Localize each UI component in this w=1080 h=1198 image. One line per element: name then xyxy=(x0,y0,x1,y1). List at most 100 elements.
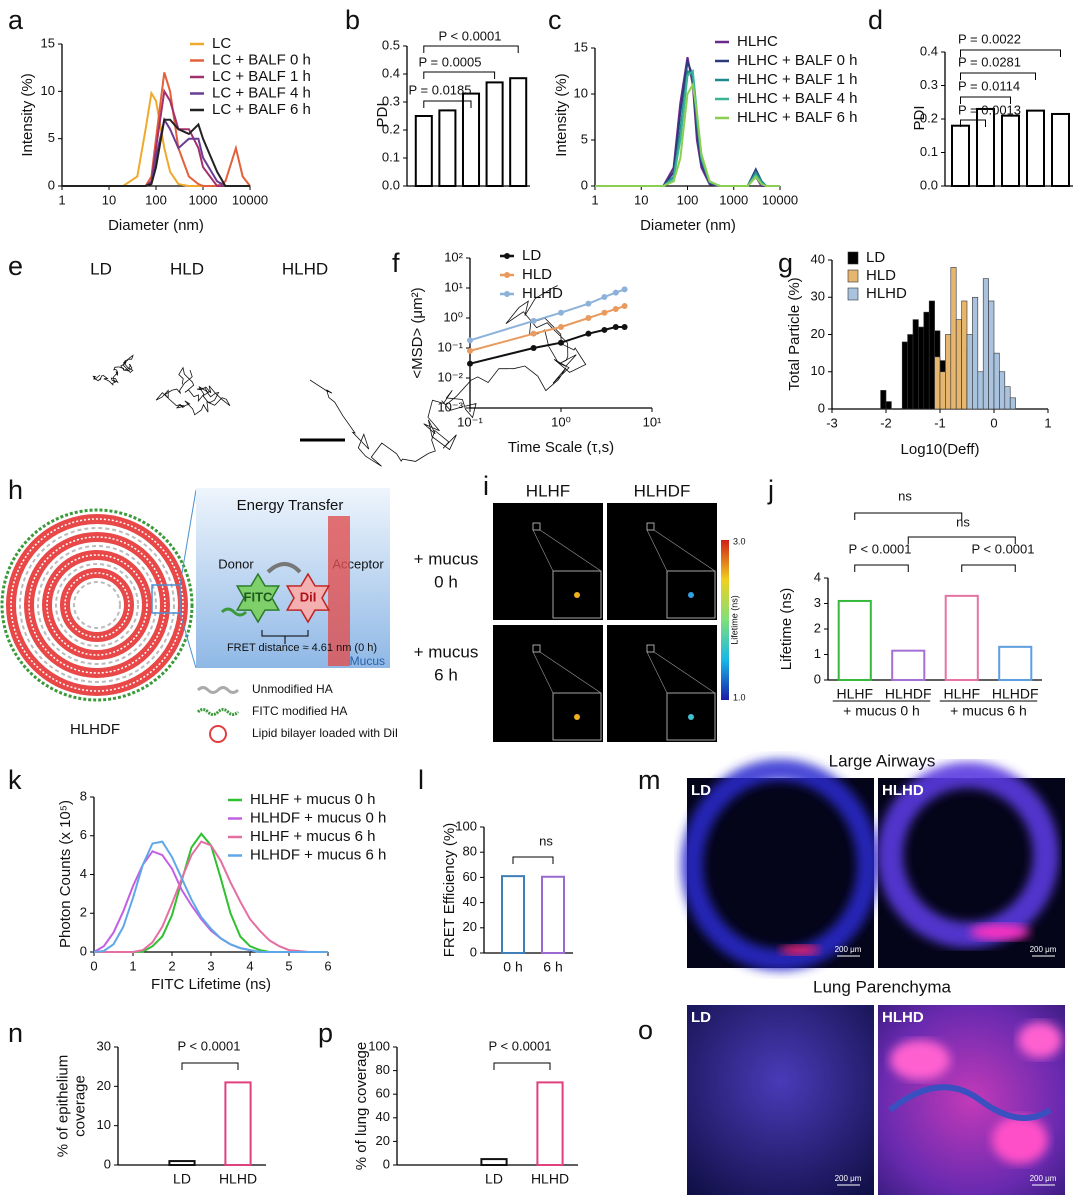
point xyxy=(558,324,564,331)
bin xyxy=(912,319,919,410)
roi xyxy=(646,644,655,653)
signal xyxy=(890,1040,950,1080)
y-tick-label: 10¹ xyxy=(444,279,463,294)
bracket xyxy=(423,100,472,108)
panel-m: m Large Airways LD HLHD 200 μm 200 μm xyxy=(638,751,1065,971)
bracket xyxy=(854,564,909,572)
bilayer-core xyxy=(28,536,166,674)
legend-label: LC + BALF 4 h xyxy=(212,84,311,101)
bracket xyxy=(960,119,986,127)
vessel xyxy=(888,1084,1052,1121)
panel-letter: i xyxy=(483,471,489,501)
y-tick-label: 15 xyxy=(41,35,55,50)
label: DiI xyxy=(300,589,317,604)
bin xyxy=(918,326,925,410)
legend-swatch xyxy=(847,269,859,283)
bin xyxy=(999,371,1006,410)
x-tick-label: 3 xyxy=(207,958,214,973)
bar xyxy=(501,875,525,955)
bin xyxy=(955,319,962,410)
legend-label: HLHF + mucus 6 h xyxy=(250,828,375,845)
panel-h: h Energy Transfer Donor Acceptor FITC Di… xyxy=(0,475,398,743)
scale-label: 200 μm xyxy=(1030,945,1057,954)
y-tick-label: 0.3 xyxy=(920,77,938,92)
y-tick-label: 0 xyxy=(818,400,825,415)
y-tick-label: 0.5 xyxy=(382,37,400,52)
x-tick-label: HLHDF xyxy=(885,686,932,702)
signal xyxy=(992,1116,1048,1164)
roi xyxy=(646,522,655,531)
point xyxy=(558,339,564,346)
group-label: + mucus 0 h xyxy=(843,703,920,719)
series-line xyxy=(595,68,780,187)
bin xyxy=(934,356,941,410)
bar xyxy=(1026,109,1045,187)
y-axis-title: Lifetime (ns) xyxy=(778,588,795,671)
chart: a 0 5 10 15 1 10 100 1000 10000 Intensity (%) Diame… xyxy=(8,5,311,234)
y-axis-title: coverage xyxy=(71,1075,88,1137)
x-tick-label: 10 xyxy=(102,192,116,207)
panel-o: o Lung Parenchyma LD HLHD 200 μm 200 μm xyxy=(638,977,1065,1195)
y-axis-title: <MSD> (μm²) xyxy=(409,287,426,378)
bar xyxy=(1001,114,1020,187)
y-tick-label: 2 xyxy=(80,905,87,920)
panel-letter: e xyxy=(8,251,23,281)
y-tick-label: 10 xyxy=(574,85,588,100)
chart: k 0 2 4 6 8 0 1 2 3 4 5 6 Photon Counts (x 10⁵) FITC L… xyxy=(8,765,386,993)
y-tick-label: 20 xyxy=(463,919,477,934)
trajectories xyxy=(92,285,587,467)
bin xyxy=(885,401,892,410)
particle xyxy=(574,592,580,598)
y-axis-title: % of epithelium xyxy=(54,1055,71,1158)
panel-letter: h xyxy=(8,475,23,505)
bin xyxy=(993,352,1000,410)
panel-letter: o xyxy=(638,1015,653,1045)
image-label: HLHD xyxy=(882,1009,924,1026)
legend-label: HLHDF + mucus 6 h xyxy=(250,846,386,863)
bracket xyxy=(854,512,963,520)
y-tick-label: 0 xyxy=(581,177,588,192)
x-tick-label: -3 xyxy=(826,415,838,430)
bar xyxy=(536,1081,564,1167)
legend-label: HLD xyxy=(866,267,896,284)
y-tick-label: 0.0 xyxy=(382,177,400,192)
x-tick-label: 1 xyxy=(1044,415,1051,430)
annotation: P < 0.0001 xyxy=(971,541,1034,556)
y-tick-label: 60 xyxy=(376,1086,390,1101)
x-tick-label: 10000 xyxy=(232,192,268,207)
bar xyxy=(951,124,970,187)
bar xyxy=(438,109,457,187)
annotation: P < 0.0001 xyxy=(177,1038,240,1053)
row-label: 6 h xyxy=(434,665,458,684)
bin xyxy=(961,300,968,410)
bar xyxy=(1051,112,1070,187)
panel-letter: j xyxy=(767,475,774,505)
annotation: ns xyxy=(539,833,553,848)
x-tick-label: 6 h xyxy=(543,959,562,975)
ha-ring xyxy=(19,527,175,683)
series-line xyxy=(595,81,780,187)
annotation: P < 0.0001 xyxy=(488,1038,551,1053)
bilayer-core xyxy=(10,518,184,692)
point xyxy=(530,345,537,351)
point xyxy=(585,300,592,307)
scale-label: 200 μm xyxy=(835,945,862,954)
annotation: P = 0.0281 xyxy=(958,54,1021,69)
scale-label: 200 μm xyxy=(835,1174,862,1183)
bar xyxy=(509,77,528,187)
scale-label: 200 μm xyxy=(1030,1174,1057,1183)
y-tick-label: 40 xyxy=(376,1109,390,1124)
signal xyxy=(1018,1022,1062,1058)
legend-label: Unmodified HA xyxy=(252,682,333,696)
y-tick-label: 0.1 xyxy=(920,144,938,159)
legend-swatch xyxy=(847,251,859,265)
panel-letter: p xyxy=(318,1018,333,1048)
y-axis-title: Intensity (%) xyxy=(553,73,570,156)
y-tick-label: 20 xyxy=(97,1078,111,1093)
x-tick-label: 2 xyxy=(168,958,175,973)
x-tick-label: 10⁰ xyxy=(551,414,571,429)
legend-label: HLHDF + mucus 0 h xyxy=(250,809,386,826)
label: HLD xyxy=(170,259,204,278)
zoom-line xyxy=(646,529,668,572)
image-label: LD xyxy=(691,1009,711,1026)
